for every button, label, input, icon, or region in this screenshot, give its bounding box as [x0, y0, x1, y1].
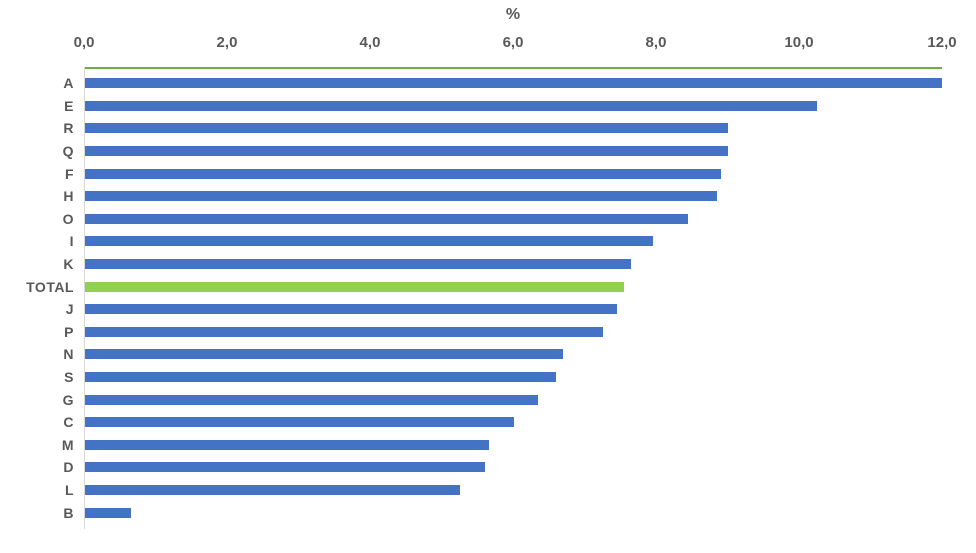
category-label: I — [69, 233, 74, 250]
bar-row: K — [0, 253, 976, 276]
x-tick-label: 2,0 — [216, 34, 238, 51]
plot-top-border-line — [84, 67, 942, 69]
value-bar — [85, 462, 485, 473]
bar-row: Q — [0, 140, 976, 163]
bar-row: I — [0, 230, 976, 253]
x-axis-title: % — [505, 6, 521, 23]
category-label: J — [65, 301, 74, 318]
bar-row: D — [0, 456, 976, 479]
category-label: E — [64, 97, 74, 114]
y-axis-line — [84, 67, 85, 529]
category-label: L — [64, 481, 74, 498]
category-label: S — [64, 369, 74, 386]
value-bar — [85, 213, 689, 224]
bar-row: C — [0, 411, 976, 434]
category-label: K — [63, 256, 74, 273]
category-label: H — [63, 188, 74, 205]
x-axis-ticks: 0,0 2,0 4,0 6,0 8,0 10,0 12,0 — [74, 34, 957, 56]
value-bar — [85, 191, 718, 202]
category-label: O — [62, 210, 74, 227]
bar-rows: A E R Q F H O I K TOTAL J P N S G C M D L B — [0, 72, 976, 524]
category-label: A — [63, 75, 74, 92]
category-label: P — [64, 323, 74, 340]
x-tick-label: 4,0 — [359, 34, 381, 51]
value-bar — [85, 349, 564, 360]
bar-row: B — [0, 501, 976, 524]
value-bar — [85, 507, 132, 518]
category-label: F — [64, 165, 74, 182]
x-tick-label: 8,0 — [645, 34, 667, 51]
value-bar — [85, 484, 460, 495]
value-bar — [85, 146, 728, 157]
bar-row: R — [0, 117, 976, 140]
total-bar — [85, 281, 625, 292]
value-bar — [85, 439, 489, 450]
x-tick-label: 0,0 — [73, 34, 95, 51]
value-bar — [85, 394, 539, 405]
x-tick-label: 10,0 — [784, 34, 814, 51]
bar-row: H — [0, 185, 976, 208]
value-bar — [85, 259, 632, 270]
bar-row: G — [0, 388, 976, 411]
bar-row: L — [0, 479, 976, 502]
category-label: Q — [62, 143, 74, 160]
bar-row: A — [0, 72, 976, 95]
value-bar — [85, 236, 653, 247]
value-bar — [85, 326, 603, 337]
bar-row: S — [0, 366, 976, 389]
value-bar — [85, 304, 618, 315]
bar-row: M — [0, 434, 976, 457]
x-tick-label: 6,0 — [502, 34, 524, 51]
category-label: N — [63, 346, 74, 363]
category-label: R — [63, 120, 74, 137]
bar-row: E — [0, 95, 976, 118]
bar-row: TOTAL — [0, 275, 976, 298]
x-tick-label: 12,0 — [927, 34, 957, 51]
bar-row: P — [0, 321, 976, 344]
value-bar — [85, 100, 818, 111]
value-bar — [85, 417, 514, 428]
bar-row: N — [0, 343, 976, 366]
category-label: C — [63, 414, 74, 431]
value-bar — [85, 168, 721, 179]
category-label: TOTAL — [26, 278, 74, 295]
bar-row: J — [0, 298, 976, 321]
value-bar — [85, 78, 942, 89]
value-bar — [85, 123, 728, 134]
bar-row: F — [0, 162, 976, 185]
value-bar — [85, 372, 557, 383]
category-label: B — [63, 504, 74, 521]
category-label: M — [61, 436, 74, 453]
bar-row: O — [0, 208, 976, 231]
category-label: D — [63, 459, 74, 476]
category-label: G — [62, 391, 74, 408]
